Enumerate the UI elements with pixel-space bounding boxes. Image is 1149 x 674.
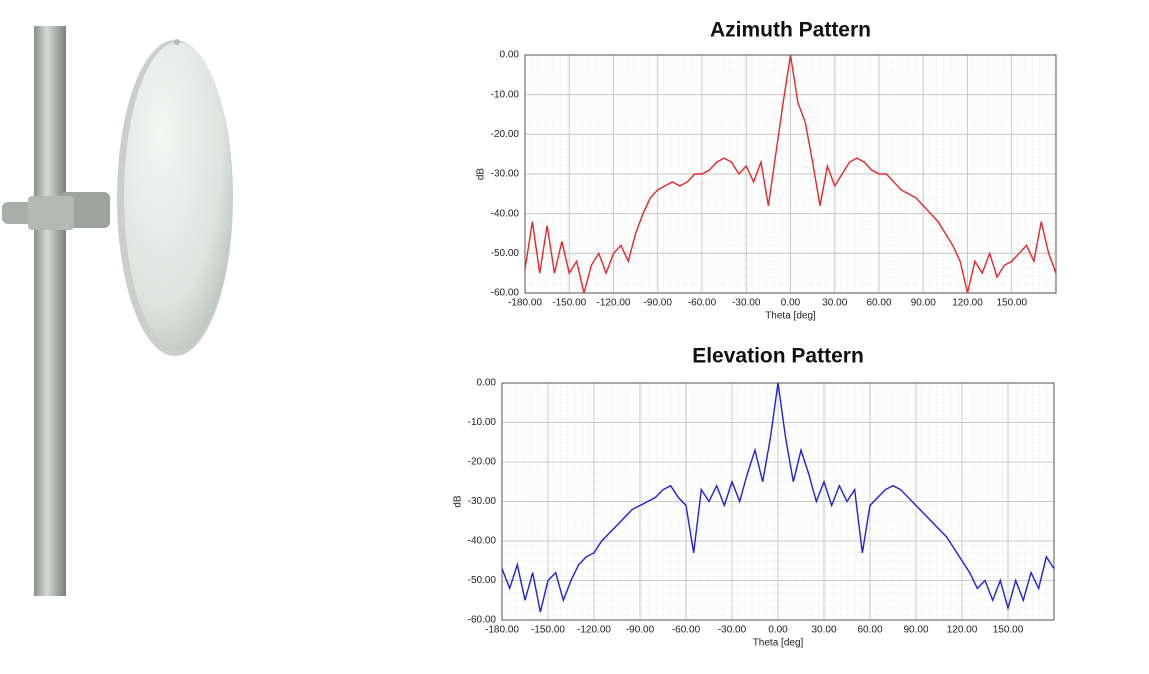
x-tick-label: -60.00 — [688, 298, 717, 309]
x-tick-label: -30.00 — [732, 298, 761, 309]
y-axis-label: dB — [453, 495, 464, 508]
x-tick-label: 60.00 — [866, 298, 891, 309]
y-tick-label: -20.00 — [491, 129, 520, 140]
x-tick-label: -90.00 — [626, 625, 655, 636]
x-tick-label: 150.00 — [996, 298, 1027, 309]
x-tick-label: 150.00 — [993, 625, 1024, 636]
x-tick-label: -180.00 — [508, 298, 542, 309]
x-tick-label: -150.00 — [531, 625, 565, 636]
y-tick-label: 0.00 — [500, 50, 520, 61]
data-line — [501, 382, 1055, 613]
x-tick-label: 30.00 — [811, 625, 836, 636]
x-tick-label: 30.00 — [822, 298, 847, 309]
x-tick-label: 90.00 — [911, 298, 936, 309]
y-tick-label: -50.00 — [468, 575, 497, 586]
y-tick-label: 0.00 — [477, 378, 497, 389]
x-tick-label: -60.00 — [672, 625, 701, 636]
x-tick-label: -120.00 — [577, 625, 611, 636]
y-tick-label: -20.00 — [468, 457, 497, 468]
y-tick-label: -50.00 — [491, 248, 520, 259]
charts: Azimuth Pattern 0.00 -10.00 -20.00 -30.00 -40… — [453, 19, 1057, 649]
x-tick-label: 0.00 — [781, 298, 801, 309]
y-tick-label: -10.00 — [491, 89, 520, 100]
x-tick-label: 0.00 — [768, 625, 788, 636]
x-tick-label: -30.00 — [718, 625, 747, 636]
y-tick-label: -30.00 — [491, 169, 520, 180]
y-tick-label: -40.00 — [468, 536, 497, 547]
y-tick-label: -30.00 — [468, 496, 497, 507]
x-tick-label: -120.00 — [597, 298, 631, 309]
x-tick-label: 60.00 — [857, 625, 882, 636]
antenna-image — [2, 26, 233, 596]
chart-title: Azimuth Pattern — [710, 19, 871, 42]
x-tick-label: 120.00 — [947, 625, 978, 636]
y-tick-label: -40.00 — [491, 208, 520, 219]
x-tick-label: 90.00 — [903, 625, 928, 636]
x-tick-label: -180.00 — [485, 625, 519, 636]
data-line — [524, 54, 1057, 294]
y-tick-label: -60.00 — [491, 288, 520, 299]
x-axis-label: Theta [deg] — [765, 311, 816, 322]
y-axis-label: dB — [476, 168, 487, 181]
x-tick-label: -150.00 — [552, 298, 586, 309]
x-tick-label: 120.00 — [952, 298, 983, 309]
x-axis-label: Theta [deg] — [753, 638, 804, 649]
y-tick-label: -10.00 — [468, 417, 497, 428]
y-tick-label: -60.00 — [468, 615, 497, 626]
x-tick-label: -90.00 — [644, 298, 673, 309]
chart-title: Elevation Pattern — [692, 345, 864, 368]
